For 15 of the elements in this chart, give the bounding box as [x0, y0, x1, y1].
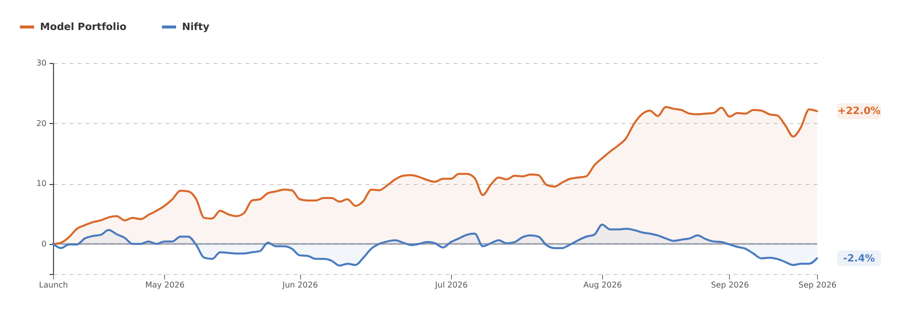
legend-label: Model Portfolio — [40, 22, 127, 33]
x-tick-label: Jun 2026 — [282, 280, 318, 290]
y-tick-label: 0 — [41, 239, 46, 248]
x-tick-label: Jul 2026 — [434, 280, 468, 290]
legend-label: Nifty — [182, 22, 210, 33]
x-tick-label: Sep 2026 — [710, 280, 749, 290]
x-tick-label: Aug 2026 — [583, 280, 622, 290]
x-tick-label: Sep 2026 — [798, 280, 836, 290]
y-tick-label: 30 — [36, 58, 46, 68]
x-tick-label: Launch — [39, 280, 68, 290]
y-tick-label: 20 — [36, 118, 46, 128]
x-tick-label: May 2026 — [145, 280, 185, 290]
y-tick-label: 10 — [36, 179, 46, 188]
text: -2.4% — [843, 253, 875, 264]
text: +22.0% — [837, 106, 881, 118]
